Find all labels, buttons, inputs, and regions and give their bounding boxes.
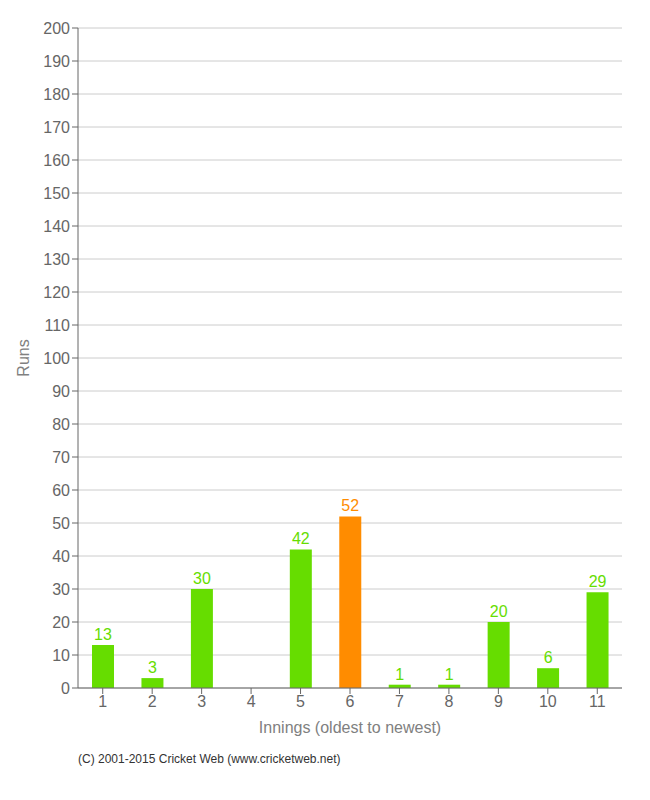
svg-text:130: 130 [43, 251, 70, 268]
svg-text:20: 20 [52, 614, 70, 631]
svg-text:6: 6 [346, 693, 355, 710]
svg-text:70: 70 [52, 449, 70, 466]
svg-text:9: 9 [494, 693, 503, 710]
svg-text:3: 3 [148, 659, 157, 676]
svg-text:2: 2 [148, 693, 157, 710]
svg-text:200: 200 [43, 20, 70, 37]
svg-text:29: 29 [589, 573, 607, 590]
svg-text:8: 8 [444, 693, 453, 710]
svg-text:1: 1 [98, 693, 107, 710]
svg-text:90: 90 [52, 383, 70, 400]
svg-text:5: 5 [296, 693, 305, 710]
svg-text:30: 30 [52, 581, 70, 598]
svg-text:60: 60 [52, 482, 70, 499]
svg-text:20: 20 [490, 603, 508, 620]
svg-text:10: 10 [539, 693, 557, 710]
svg-text:11: 11 [589, 693, 606, 710]
svg-text:3: 3 [197, 693, 206, 710]
svg-text:100: 100 [43, 350, 70, 367]
svg-text:1: 1 [395, 666, 404, 683]
svg-text:110: 110 [44, 317, 70, 334]
svg-text:6: 6 [544, 649, 553, 666]
svg-text:190: 190 [43, 53, 70, 70]
svg-text:170: 170 [43, 119, 70, 136]
svg-text:Innings (oldest to newest): Innings (oldest to newest) [259, 719, 441, 736]
svg-text:40: 40 [52, 548, 70, 565]
svg-text:180: 180 [43, 86, 70, 103]
svg-text:0: 0 [61, 680, 70, 697]
svg-text:13: 13 [94, 626, 112, 643]
svg-text:Runs: Runs [15, 339, 32, 376]
svg-text:30: 30 [193, 570, 211, 587]
svg-text:7: 7 [395, 693, 404, 710]
html-text:(C) 2001-2015 Cricket Web (www: (C) 2001-2015 Cricket Web (www.cricketwe… [78, 752, 341, 766]
svg-text:1: 1 [445, 666, 454, 683]
svg-text:42: 42 [292, 530, 310, 547]
svg-text:140: 140 [43, 218, 70, 235]
svg-text:52: 52 [341, 497, 359, 514]
svg-text:50: 50 [52, 515, 70, 532]
svg-text:80: 80 [52, 416, 70, 433]
svg-text:160: 160 [43, 152, 70, 169]
svg-text:10: 10 [52, 647, 70, 664]
svg-text:4: 4 [247, 693, 256, 710]
svg-text:150: 150 [43, 185, 70, 202]
svg-text:120: 120 [43, 284, 70, 301]
